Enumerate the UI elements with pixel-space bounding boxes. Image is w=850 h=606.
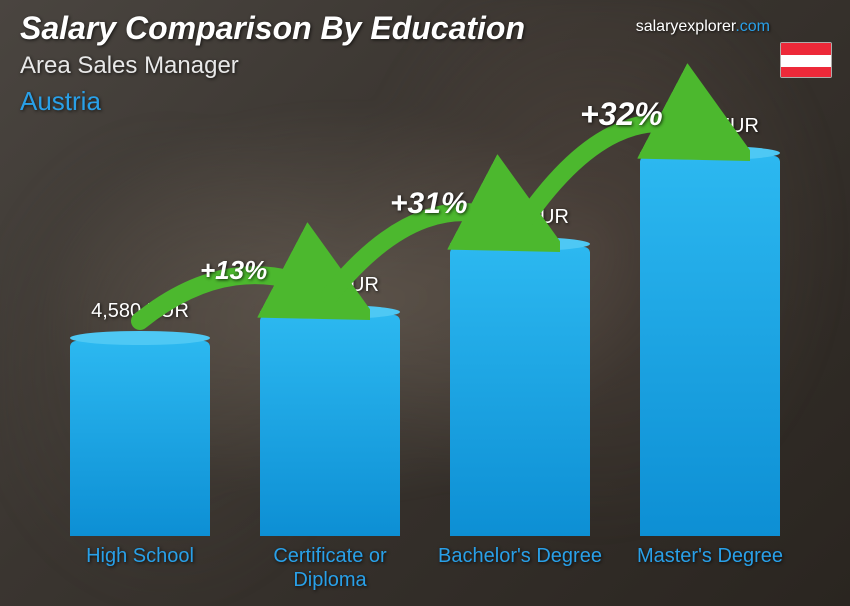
bar-category-label: Certificate or Diploma <box>235 544 425 592</box>
arc-percent-label: +32% <box>580 96 663 133</box>
chart-title: Salary Comparison By Education <box>20 10 525 47</box>
bar-chart: 4,580 EURHigh School 5,190 EURCertificate… <box>50 116 810 536</box>
increase-arc: +32% <box>480 26 750 247</box>
bar-category-label: Master's Degree <box>615 544 805 568</box>
chart-country: Austria <box>20 86 101 117</box>
bar: 5,190 EURCertificate or Diploma <box>260 315 400 536</box>
bar-body <box>260 315 400 536</box>
flag-stripe <box>781 67 831 78</box>
arc-percent-label: +31% <box>390 187 468 221</box>
chart-subtitle: Area Sales Manager <box>20 52 239 80</box>
bar-category-label: Bachelor's Degree <box>425 544 615 568</box>
flag-stripe <box>781 43 831 55</box>
bar: 4,580 EURHigh School <box>70 341 210 536</box>
flag-stripe <box>781 55 831 67</box>
bar-body <box>70 341 210 536</box>
bar-category-label: High School <box>45 544 235 568</box>
arc-percent-label: +13% <box>200 255 267 286</box>
austria-flag <box>780 42 832 78</box>
arc-svg <box>480 26 750 247</box>
chart-container: Salary Comparison By Education Area Sale… <box>0 0 850 606</box>
